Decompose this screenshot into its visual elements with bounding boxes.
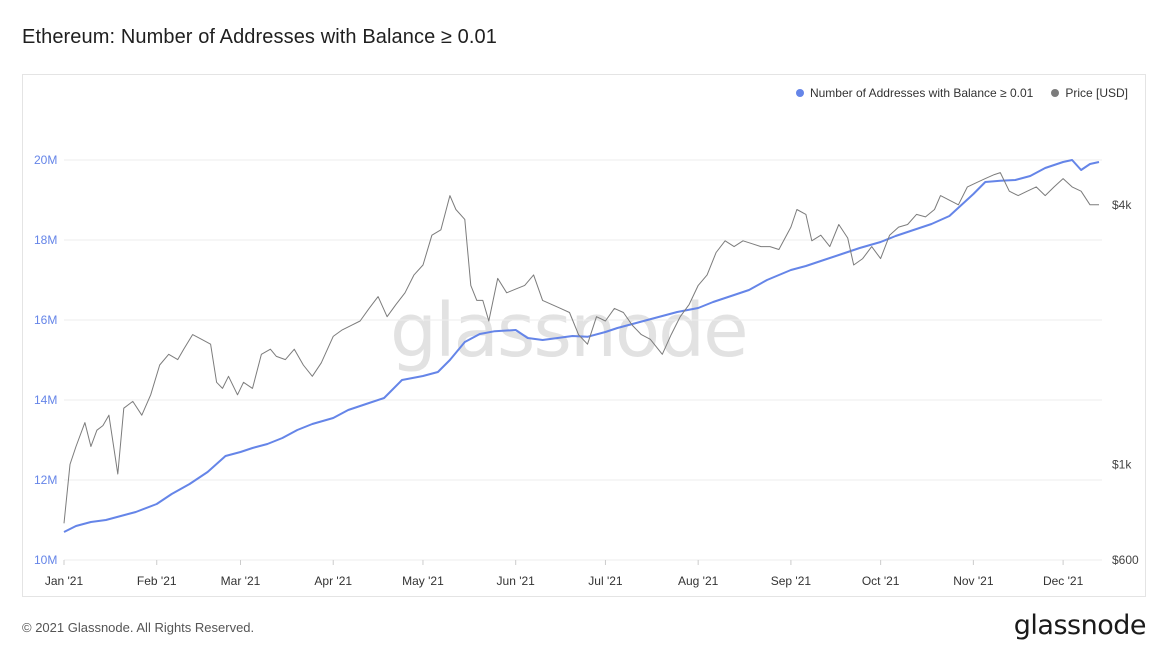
y-left-tick-label: 14M: [34, 393, 57, 407]
y-right-tick-label: $1k: [1112, 457, 1132, 471]
legend-label-addresses: Number of Addresses with Balance ≥ 0.01: [809, 86, 1034, 100]
x-tick-label: Feb '21: [137, 574, 177, 588]
y-right-tick-label: $600: [1112, 553, 1139, 567]
x-tick-label: Jan '21: [45, 574, 84, 588]
y-left-tick-label: 10M: [34, 553, 57, 567]
y-left-tick-label: 16M: [34, 313, 57, 327]
glassnode-logo[interactable]: glassnode: [1013, 610, 1147, 641]
legend-label-price: Price [USD]: [1065, 86, 1128, 100]
y-left-tick-label: 12M: [34, 473, 57, 487]
x-tick-label: Nov '21: [953, 574, 994, 588]
x-tick-label: Mar '21: [221, 574, 261, 588]
copyright-text: © 2021 Glassnode. All Rights Reserved.: [22, 620, 255, 635]
legend-dot-addresses: [795, 89, 804, 97]
legend-item-addresses[interactable]: Number of Addresses with Balance ≥ 0.01: [795, 86, 1034, 100]
addresses-series-line: [63, 159, 1100, 533]
y-right-tick-label: $4k: [1112, 198, 1132, 212]
chart-panel: [22, 74, 1146, 597]
price-series-line: [63, 172, 1099, 524]
chart-title: Ethereum: Number of Addresses with Balan…: [22, 26, 498, 48]
x-tick-label: Sep '21: [771, 574, 812, 588]
y-left-tick-label: 18M: [34, 233, 57, 247]
legend: Number of Addresses with Balance ≥ 0.01 …: [795, 86, 1128, 100]
legend-item-price[interactable]: Price [USD]: [1051, 86, 1128, 100]
x-tick-label: Jul '21: [588, 574, 623, 588]
y-left-tick-label: 20M: [34, 153, 57, 167]
x-tick-label: May '21: [402, 574, 444, 588]
x-tick-label: Dec '21: [1043, 574, 1084, 588]
x-tick-label: Jun '21: [497, 574, 536, 588]
legend-dot-price: [1051, 89, 1060, 97]
x-tick-label: Apr '21: [314, 574, 352, 588]
x-tick-label: Aug '21: [678, 574, 719, 588]
x-tick-label: Oct '21: [862, 574, 900, 588]
